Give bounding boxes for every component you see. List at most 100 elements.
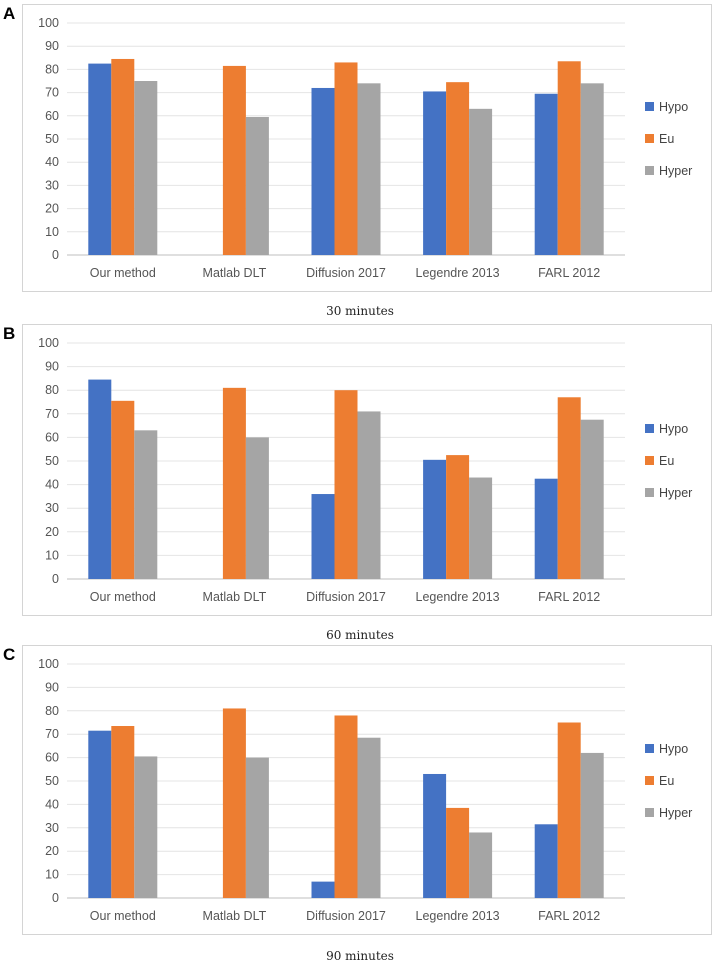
bar-hypo	[423, 91, 447, 255]
x-tick-label: Matlab DLT	[203, 266, 267, 280]
chart-frame: 0 10 20 30 40 50 60 70 80 90 100 Our method Matlab D…	[22, 324, 712, 616]
bar-hyper	[134, 430, 158, 579]
bar-hypo	[534, 824, 558, 898]
x-tick-label: Legendre 2013	[416, 266, 500, 280]
bar-hypo	[534, 93, 558, 255]
panel-letter: A	[3, 4, 16, 23]
bar-hyper	[469, 477, 493, 579]
panel-a: A 0 10 20 30 40 50 60 70 80 90 100 Our method Matlab…	[0, 4, 720, 322]
bar-eu	[222, 708, 246, 898]
bar-hypo	[311, 881, 335, 898]
y-tick-label: 40	[45, 155, 59, 169]
bar-hypo	[423, 459, 447, 579]
bar-eu	[446, 82, 470, 255]
y-tick-label: 60	[45, 751, 59, 765]
legend-label: Hypo	[659, 742, 688, 756]
bar-hyper	[580, 419, 604, 579]
y-tick-label: 10	[45, 868, 59, 882]
panel-b: B 0 10 20 30 40 50 60 70 80 90 100 Our method Matlab…	[0, 324, 720, 644]
x-tick-label: Our method	[90, 590, 156, 604]
x-tick-label: Our method	[90, 909, 156, 923]
y-tick-label: 80	[45, 704, 59, 718]
bar-hypo	[88, 379, 112, 579]
legend-swatch	[645, 424, 654, 433]
bar-hyper	[469, 832, 493, 898]
x-tick-label: FARL 2012	[538, 590, 600, 604]
bar-eu	[111, 400, 135, 579]
legend-label: Hyper	[659, 486, 692, 500]
bar-hyper	[134, 756, 158, 898]
bar-hyper	[245, 757, 269, 898]
bar-eu	[557, 722, 581, 898]
y-tick-label: 50	[45, 132, 59, 146]
bar-chart: 0 10 20 30 40 50 60 70 80 90 100 Our method Matlab D…	[38, 336, 692, 604]
bar-eu	[334, 62, 358, 255]
legend-label: Hyper	[659, 164, 692, 178]
y-tick-label: 0	[52, 248, 59, 262]
legend-swatch	[645, 488, 654, 497]
y-tick-label: 100	[38, 657, 59, 671]
legend-swatch	[645, 776, 654, 785]
y-tick-label: 0	[52, 572, 59, 586]
y-tick-label: 90	[45, 680, 59, 694]
y-tick-label: 0	[52, 891, 59, 905]
bar-hyper	[580, 752, 604, 898]
bar-eu	[222, 65, 246, 255]
y-tick-label: 60	[45, 430, 59, 444]
bar-eu	[222, 387, 246, 579]
bar-hypo	[88, 730, 112, 898]
panel-letter: C	[3, 645, 16, 664]
y-tick-label: 70	[45, 407, 59, 421]
x-tick-label: FARL 2012	[538, 266, 600, 280]
chart-frame: 0 10 20 30 40 50 60 70 80 90 100 Our method Matlab D…	[22, 4, 712, 292]
legend-swatch	[645, 744, 654, 753]
x-tick-label: Diffusion 2017	[306, 266, 386, 280]
bar-chart: 0 10 20 30 40 50 60 70 80 90 100 Our method Matlab D…	[38, 657, 692, 923]
bar-chart: 0 10 20 30 40 50 60 70 80 90 100 Our method Matlab D…	[38, 16, 692, 280]
legend-swatch	[645, 102, 654, 111]
y-tick-label: 100	[38, 336, 59, 350]
legend-swatch	[645, 134, 654, 143]
x-tick-label: Diffusion 2017	[306, 909, 386, 923]
y-tick-label: 20	[45, 844, 59, 858]
panel-c: C 0 10 20 30 40 50 60 70 80 90 100 Our method Matlab…	[0, 645, 720, 965]
y-tick-label: 60	[45, 109, 59, 123]
x-tick-label: Legendre 2013	[416, 909, 500, 923]
x-tick-label: Matlab DLT	[203, 909, 267, 923]
bar-hyper	[245, 116, 269, 256]
bar-hyper	[245, 437, 269, 579]
bar-eu	[334, 715, 358, 898]
y-tick-label: 70	[45, 86, 59, 100]
y-tick-label: 80	[45, 383, 59, 397]
legend-label: Hypo	[659, 100, 688, 114]
bar-eu	[446, 807, 470, 898]
legend-label: Eu	[659, 132, 674, 146]
panel-letter: B	[3, 324, 16, 343]
chart-caption: 30 minutes	[326, 304, 394, 318]
y-tick-label: 30	[45, 178, 59, 192]
y-tick-label: 50	[45, 774, 59, 788]
bar-hypo	[311, 494, 335, 579]
bar-eu	[446, 455, 470, 579]
chart-caption: 90 minutes	[326, 949, 394, 963]
y-tick-label: 20	[45, 202, 59, 216]
legend-swatch	[645, 166, 654, 175]
y-tick-label: 90	[45, 39, 59, 53]
legend-label: Hyper	[659, 806, 692, 820]
x-tick-label: Diffusion 2017	[306, 590, 386, 604]
y-tick-label: 20	[45, 525, 59, 539]
y-tick-label: 30	[45, 501, 59, 515]
x-tick-label: Legendre 2013	[416, 590, 500, 604]
bar-hyper	[357, 83, 381, 255]
bar-eu	[557, 397, 581, 579]
chart-caption: 60 minutes	[326, 628, 394, 642]
bar-hypo	[534, 478, 558, 579]
legend-label: Eu	[659, 454, 674, 468]
legend-swatch	[645, 808, 654, 817]
y-tick-label: 10	[45, 548, 59, 562]
bar-eu	[111, 58, 135, 256]
x-tick-label: FARL 2012	[538, 909, 600, 923]
bar-hypo	[311, 87, 335, 256]
y-tick-label: 80	[45, 62, 59, 76]
legend-swatch	[645, 456, 654, 465]
